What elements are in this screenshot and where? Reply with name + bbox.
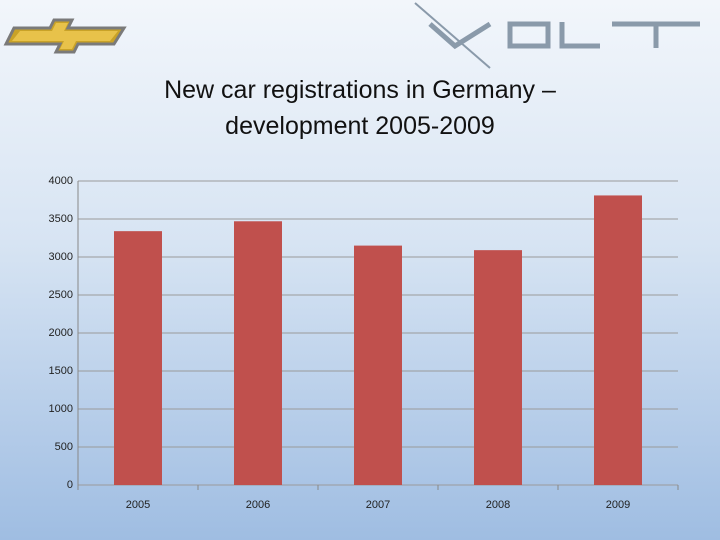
y-tick-label: 0 [67, 479, 73, 491]
bar [354, 245, 402, 485]
y-tick-label: 3000 [49, 251, 73, 263]
y-tick-label: 500 [55, 441, 73, 453]
bar [474, 250, 522, 485]
x-tick-label: 2005 [126, 499, 150, 511]
chart-title: New car registrations in Germany – devel… [164, 76, 556, 140]
y-tick-label: 3500 [49, 213, 73, 225]
chevrolet-logo [3, 18, 127, 54]
bar [234, 221, 282, 485]
y-tick-label: 1000 [49, 403, 73, 415]
y-tick-label: 2000 [49, 327, 73, 339]
y-tick-label: 2500 [49, 289, 73, 301]
volt-logo [414, 2, 700, 69]
x-tick-label: 2009 [606, 499, 630, 511]
x-tick-label: 2006 [246, 499, 270, 511]
x-tick-label: 2007 [366, 499, 390, 511]
bar [114, 231, 162, 485]
x-tick-label: 2008 [486, 499, 510, 511]
y-tick-label: 4000 [49, 175, 73, 187]
y-tick-label: 1500 [49, 365, 73, 377]
bar [594, 195, 642, 485]
